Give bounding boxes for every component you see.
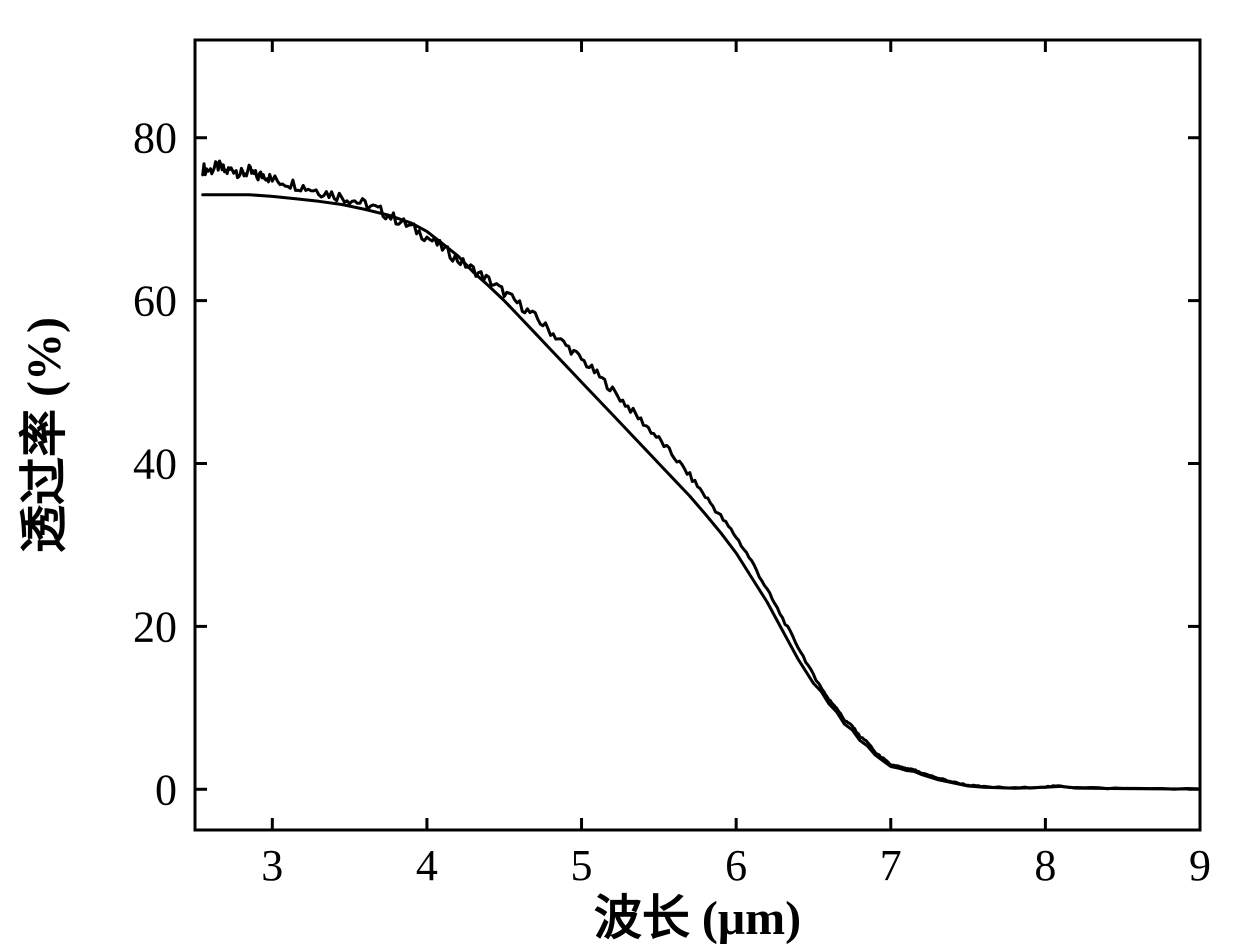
x-tick-label: 3	[261, 841, 283, 890]
x-tick-label: 5	[571, 841, 593, 890]
x-tick-label: 9	[1189, 841, 1211, 890]
y-tick-label: 40	[133, 440, 177, 489]
y-tick-label: 0	[155, 765, 177, 814]
chart-svg: 3 4 5 6 7 8 9 0 20 40 60 80 透过率 (%) 波长 (μm)	[0, 0, 1240, 944]
x-tick-label: 8	[1034, 841, 1056, 890]
y-tick-label: 80	[133, 114, 177, 163]
x-tick-label: 7	[880, 841, 902, 890]
x-tick-label: 4	[416, 841, 438, 890]
y-axis-label: 透过率 (%)	[18, 317, 71, 553]
x-tick-label: 6	[725, 841, 747, 890]
chart-container: 3 4 5 6 7 8 9 0 20 40 60 80 透过率 (%) 波长 (μm)	[0, 0, 1240, 944]
x-axis-label: 波长 (μm)	[594, 892, 801, 944]
y-tick-label: 20	[133, 602, 177, 651]
y-tick-label: 60	[133, 277, 177, 326]
